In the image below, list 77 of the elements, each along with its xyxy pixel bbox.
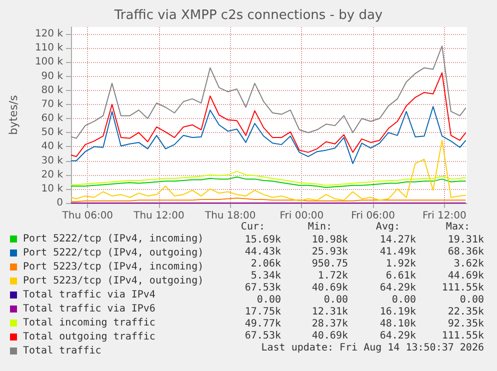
line-series: [70, 176, 466, 188]
y-tick-label: 30 k: [41, 155, 64, 166]
text: 92.35k: [448, 318, 484, 330]
text: 0.00: [392, 294, 416, 306]
text: 14.27k: [380, 234, 416, 246]
line-series: [70, 140, 466, 202]
text: Last update: Fri Aug 14 13:50:37 2026: [261, 342, 484, 354]
text: 48.10k: [380, 318, 416, 330]
text: Cur:: [240, 222, 266, 232]
text: 67.53k: [244, 330, 281, 342]
y-tick-label: 60 k: [41, 113, 64, 124]
text: 15.69k: [244, 234, 281, 246]
text: 16.19k: [380, 306, 416, 318]
x-tick-label: Thu 12:00: [132, 210, 184, 222]
y-axis-title: bytes/s: [7, 94, 20, 135]
y-tick-label: 110 k: [34, 42, 64, 54]
line-series: [70, 170, 466, 186]
text: Avg:: [376, 222, 400, 232]
text: 68.36k: [448, 246, 484, 258]
line-series: [70, 106, 466, 164]
text: 19.31k: [448, 234, 484, 246]
legend-label: Total traffic: [23, 346, 102, 356]
chart-title: Traffic via XMPP c2s connections - by day: [113, 8, 383, 23]
text: 49.77k: [244, 318, 281, 330]
x-tick-label: Thu 18:00: [204, 210, 256, 222]
y-tick-label: 40 k: [41, 141, 64, 152]
text: 22.35k: [448, 306, 484, 318]
y-tick-label: 120 k: [34, 28, 64, 40]
text: 1.92k: [386, 258, 416, 270]
text: Min:: [308, 222, 332, 232]
x-tick-label: Fri 12:00: [422, 210, 466, 222]
text: 0.00: [256, 294, 281, 306]
legend-label: Port 5222/tcp (IPv4, outgoing): [23, 248, 204, 258]
text: 64.29k: [380, 330, 416, 342]
text: 17.75k: [244, 306, 281, 318]
text: 111.55k: [442, 282, 484, 294]
x-tick-label: Fri 00:00: [280, 210, 324, 222]
text: 12.31k: [312, 306, 348, 318]
text: 67.53k: [244, 282, 281, 294]
text: 950.75: [312, 258, 348, 270]
legend-label: Port 5223/tcp (IPv4, outgoing): [23, 276, 204, 286]
text: 40.69k: [312, 330, 348, 342]
y-tick-label: 20 k: [41, 169, 64, 180]
y-tick-label: 10 k: [41, 183, 64, 194]
text: 41.49k: [380, 246, 416, 258]
y-tick-label: 80 k: [41, 84, 64, 96]
text: 6.61k: [386, 270, 416, 282]
text: 3.62k: [454, 258, 484, 270]
y-tick-label: 50 k: [41, 127, 64, 138]
text: 28.37k: [312, 318, 348, 330]
y-tick-label: 90 k: [41, 70, 64, 82]
text: 0.00: [460, 294, 484, 306]
text: 64.29k: [380, 282, 416, 294]
legend-label: Total traffic via IPv6: [23, 304, 156, 314]
line-series: [70, 46, 466, 139]
text: 44.69k: [448, 270, 484, 282]
x-tick-label: Fri 06:00: [351, 210, 396, 222]
legend-label: Total outgoing traffic: [23, 332, 156, 342]
text: 25.93k: [312, 246, 348, 258]
text: 5.34k: [250, 270, 281, 282]
legend-label: Total incoming traffic: [23, 318, 156, 328]
y-tick-label: 100 k: [34, 56, 64, 68]
line-series: [70, 72, 466, 158]
text: 1.72k: [318, 270, 348, 282]
text: 111.55k: [442, 330, 484, 342]
legend-label: Port 5222/tcp (IPv4, incoming): [23, 234, 204, 244]
text: 0.00: [324, 294, 348, 306]
text: 10.98k: [312, 234, 348, 246]
text: 40.69k: [312, 282, 348, 294]
y-tick-label: 70 k: [41, 98, 64, 110]
legend-label: Total traffic via IPv4: [23, 290, 156, 300]
text: 44.43k: [244, 246, 281, 258]
x-tick-label: Thu 06:00: [61, 210, 114, 222]
legend-label: Port 5223/tcp (IPv4, incoming): [23, 262, 204, 272]
text: 2.06k: [250, 258, 281, 270]
y-tick-label: 0: [56, 198, 63, 208]
text: Max:: [446, 222, 470, 232]
